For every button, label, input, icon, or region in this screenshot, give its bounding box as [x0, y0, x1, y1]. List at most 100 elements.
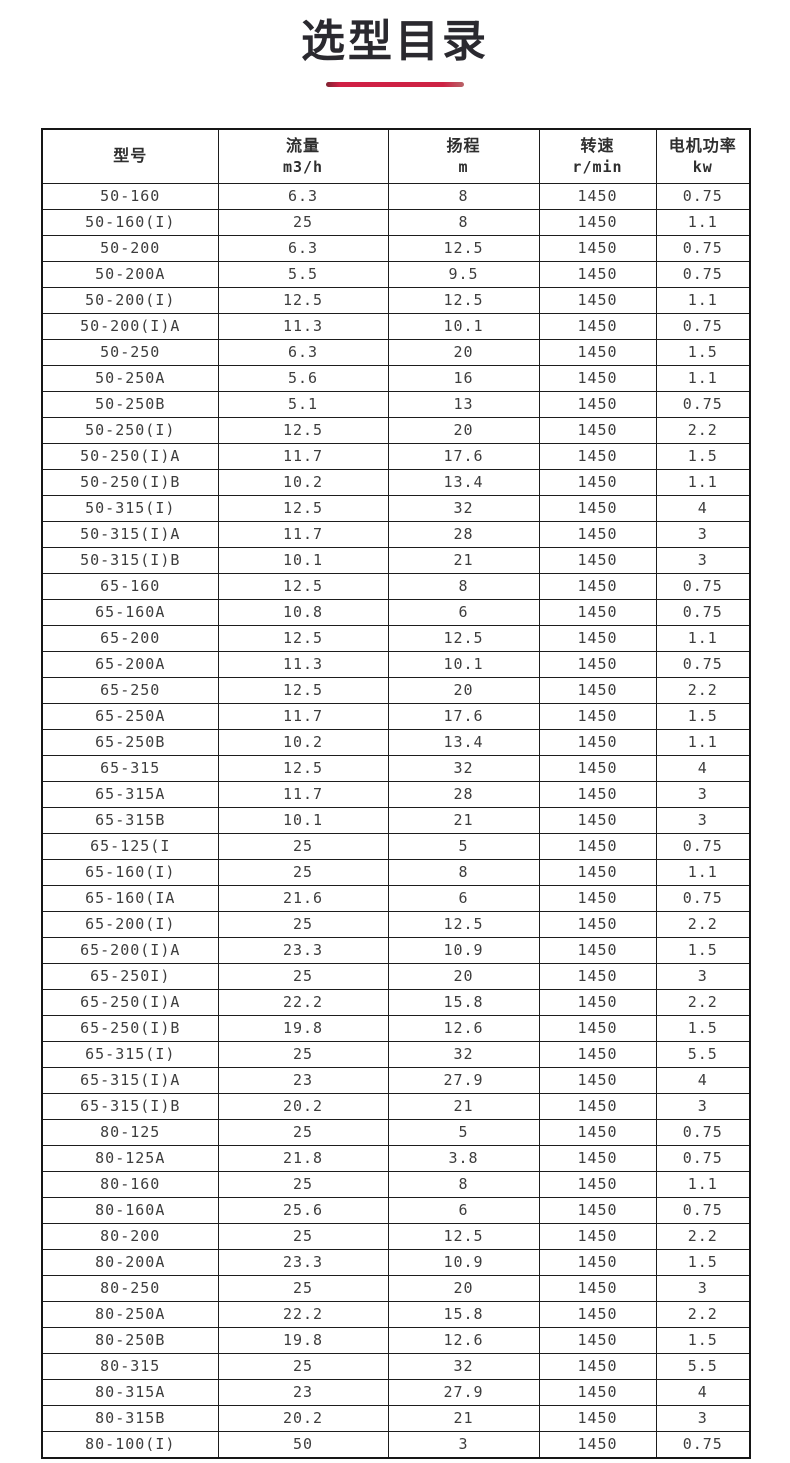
cell-flow: 23 — [217, 1378, 389, 1406]
cell-head: 20 — [387, 1274, 540, 1302]
cell-power: 0.75 — [655, 182, 751, 210]
cell-power: 1.1 — [655, 624, 751, 652]
cell-model: 65-200A — [41, 650, 219, 678]
header-head-label: 扬程 — [446, 138, 481, 156]
cell-head: 28 — [387, 520, 540, 548]
header-speed: 转速 r/min — [538, 128, 657, 184]
table-row: 65-315(I)B 20.2 21 1450 3 — [41, 1092, 751, 1120]
cell-flow: 25 — [217, 1170, 389, 1198]
cell-model: 50-160 — [41, 182, 219, 210]
cell-power: 4 — [655, 1066, 751, 1094]
cell-speed: 1450 — [538, 1196, 657, 1224]
title-underline — [326, 81, 464, 87]
table-row: 50-250A 5.6 16 1450 1.1 — [41, 364, 751, 392]
cell-speed: 1450 — [538, 1040, 657, 1068]
table-row: 65-250I) 25 20 1450 3 — [41, 962, 751, 990]
table-row: 80-250A 22.2 15.8 1450 2.2 — [41, 1300, 751, 1328]
cell-head: 20 — [387, 338, 540, 366]
cell-head: 5 — [387, 1118, 540, 1146]
cell-flow: 21.8 — [217, 1144, 389, 1172]
cell-head: 27.9 — [387, 1066, 540, 1094]
cell-model: 50-250A — [41, 364, 219, 392]
table-row: 50-250(I) 12.5 20 1450 2.2 — [41, 416, 751, 444]
cell-flow: 25.6 — [217, 1196, 389, 1224]
table-row: 50-160(I) 25 8 1450 1.1 — [41, 208, 751, 236]
cell-power: 0.75 — [655, 572, 751, 600]
cell-head: 15.8 — [387, 988, 540, 1016]
cell-model: 65-250(I)B — [41, 1014, 219, 1042]
cell-speed: 1450 — [538, 182, 657, 210]
cell-speed: 1450 — [538, 650, 657, 678]
cell-flow: 10.1 — [217, 806, 389, 834]
cell-flow: 23.3 — [217, 1248, 389, 1276]
cell-power: 2.2 — [655, 416, 751, 444]
cell-flow: 25 — [217, 1352, 389, 1380]
cell-flow: 25 — [217, 1040, 389, 1068]
cell-speed: 1450 — [538, 1352, 657, 1380]
cell-flow: 5.6 — [217, 364, 389, 392]
cell-power: 1.1 — [655, 286, 751, 314]
cell-power: 0.75 — [655, 884, 751, 912]
cell-model: 50-250 — [41, 338, 219, 366]
header-speed-label: 转速 — [580, 138, 615, 156]
cell-speed: 1450 — [538, 1222, 657, 1250]
table-row: 65-125(I 25 5 1450 0.75 — [41, 832, 751, 860]
cell-speed: 1450 — [538, 1014, 657, 1042]
cell-power: 2.2 — [655, 676, 751, 704]
cell-flow: 10.1 — [217, 546, 389, 574]
table-row: 65-160(IA 21.6 6 1450 0.75 — [41, 884, 751, 912]
cell-speed: 1450 — [538, 390, 657, 418]
table-row: 80-125 25 5 1450 0.75 — [41, 1118, 751, 1146]
cell-speed: 1450 — [538, 1378, 657, 1406]
cell-speed: 1450 — [538, 1430, 657, 1459]
cell-speed: 1450 — [538, 884, 657, 912]
cell-power: 3 — [655, 1274, 751, 1302]
cell-head: 13.4 — [387, 468, 540, 496]
header-flow: 流量 m3/h — [217, 128, 389, 184]
cell-power: 2.2 — [655, 1300, 751, 1328]
table-row: 50-315(I)A 11.7 28 1450 3 — [41, 520, 751, 548]
cell-head: 3.8 — [387, 1144, 540, 1172]
cell-model: 50-250B — [41, 390, 219, 418]
table-row: 50-315(I) 12.5 32 1450 4 — [41, 494, 751, 522]
cell-head: 17.6 — [387, 442, 540, 470]
cell-power: 1.1 — [655, 468, 751, 496]
cell-speed: 1450 — [538, 1170, 657, 1198]
cell-flow: 11.7 — [217, 520, 389, 548]
table-row: 50-250(I)B 10.2 13.4 1450 1.1 — [41, 468, 751, 496]
cell-head: 12.5 — [387, 624, 540, 652]
header-power-label: 电机功率 — [668, 138, 737, 156]
cell-power: 3 — [655, 806, 751, 834]
cell-flow: 25 — [217, 832, 389, 860]
cell-power: 0.75 — [655, 832, 751, 860]
cell-head: 20 — [387, 962, 540, 990]
table-row: 50-250(I)A 11.7 17.6 1450 1.5 — [41, 442, 751, 470]
cell-speed: 1450 — [538, 1326, 657, 1354]
table-row: 50-200 6.3 12.5 1450 0.75 — [41, 234, 751, 262]
cell-speed: 1450 — [538, 962, 657, 990]
header-model: 型号 — [41, 128, 219, 184]
cell-power: 5.5 — [655, 1352, 751, 1380]
cell-power: 5.5 — [655, 1040, 751, 1068]
cell-flow: 5.5 — [217, 260, 389, 288]
header-power: 电机功率 kw — [655, 128, 751, 184]
header-model-label: 型号 — [113, 147, 148, 165]
table-row: 65-315A 11.7 28 1450 3 — [41, 780, 751, 808]
table-row: 80-200A 23.3 10.9 1450 1.5 — [41, 1248, 751, 1276]
table-row: 65-315B 10.1 21 1450 3 — [41, 806, 751, 834]
header-flow-unit: m3/h — [282, 157, 324, 176]
cell-flow: 11.7 — [217, 442, 389, 470]
table-row: 65-250(I)B 19.8 12.6 1450 1.5 — [41, 1014, 751, 1042]
cell-head: 8 — [387, 858, 540, 886]
cell-head: 21 — [387, 1092, 540, 1120]
cell-model: 80-250A — [41, 1300, 219, 1328]
table-row: 65-250(I)A 22.2 15.8 1450 2.2 — [41, 988, 751, 1016]
cell-power: 3 — [655, 546, 751, 574]
cell-model: 50-200(I)A — [41, 312, 219, 340]
cell-flow: 5.1 — [217, 390, 389, 418]
cell-power: 1.5 — [655, 442, 751, 470]
cell-model: 80-160A — [41, 1196, 219, 1224]
cell-model: 65-200 — [41, 624, 219, 652]
cell-head: 10.9 — [387, 1248, 540, 1276]
